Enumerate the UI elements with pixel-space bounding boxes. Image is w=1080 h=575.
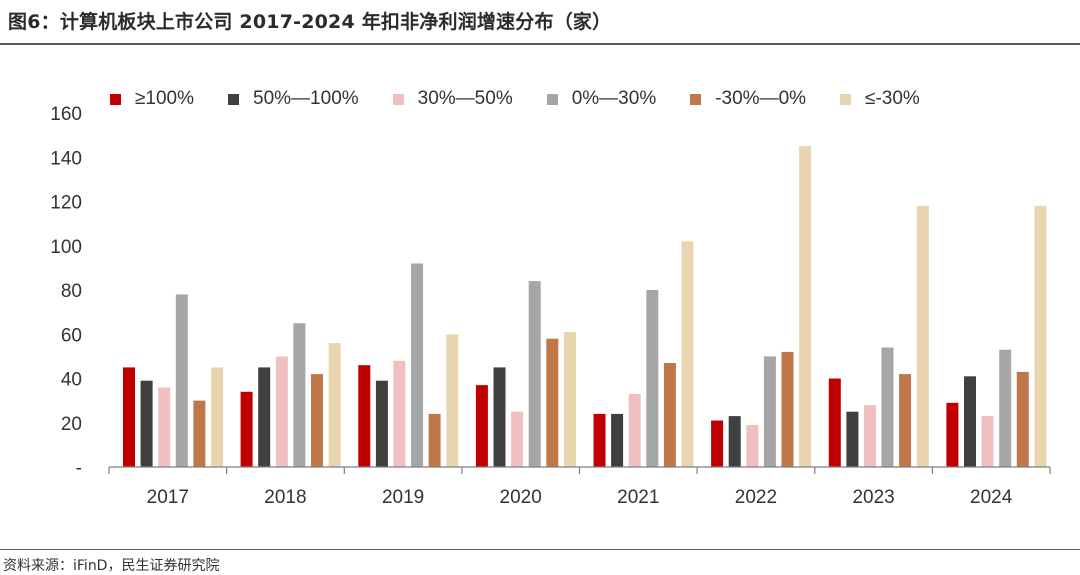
bar-2018-series-6 xyxy=(328,343,341,467)
bar-2019-series-3 xyxy=(393,360,406,467)
x-axis-ticks xyxy=(108,467,1051,474)
x-tick-label: 2018 xyxy=(264,487,306,508)
bar-2020-series-2 xyxy=(493,367,506,467)
y-axis-labels: - 20 40 60 80 100 120 140 160 xyxy=(50,104,82,479)
footer-divider xyxy=(0,549,1080,550)
bar-2020-series-6 xyxy=(563,332,576,467)
x-tick-label: 2023 xyxy=(852,487,894,508)
x-tick-label: 2020 xyxy=(500,487,542,508)
bar-2020-series-4 xyxy=(528,281,541,467)
legend-label: ≥100% xyxy=(135,88,195,109)
y-tick-label: 100 xyxy=(50,237,82,258)
bar-2019-series-6 xyxy=(446,334,459,468)
bar-2023-series-2 xyxy=(846,411,859,467)
bar-2023-series-5 xyxy=(899,374,912,467)
bar-2017-series-5 xyxy=(193,400,206,467)
bar-2022-series-2 xyxy=(728,416,741,467)
bar-2018-series-3 xyxy=(275,356,288,467)
bar-2024-series-6 xyxy=(1034,205,1047,467)
bar-2017-series-3 xyxy=(158,387,171,467)
bar-2019-series-5 xyxy=(428,413,441,467)
legend-label: 30%—50% xyxy=(417,88,513,109)
y-tick-label: - xyxy=(76,458,82,479)
bar-2018-series-1 xyxy=(240,391,253,467)
source-note: 资料来源：iFinD，民生证券研究院 xyxy=(3,558,220,574)
x-tick-label: 2021 xyxy=(617,487,659,508)
bar-2020-series-5 xyxy=(546,338,559,467)
legend-item: 30%—50% xyxy=(392,88,513,110)
x-tick-label: 2024 xyxy=(970,487,1013,508)
y-tick-label: 140 xyxy=(50,148,82,169)
y-tick-label: 40 xyxy=(61,370,82,391)
legend-label: -30%—0% xyxy=(715,88,807,109)
legend-item: ≥100% xyxy=(110,88,194,110)
title-divider xyxy=(0,43,1080,45)
bar-2024-series-1 xyxy=(946,402,959,467)
bar-2019-series-1 xyxy=(358,365,371,467)
x-axis-labels: 2017 2018 2019 2020 2021 2022 2023 2024 xyxy=(147,487,1013,508)
y-tick-label: 20 xyxy=(61,414,82,435)
legend-item: 0%—30% xyxy=(546,88,657,110)
bar-2022-series-5 xyxy=(781,351,794,467)
bar-2021-series-4 xyxy=(646,290,659,467)
y-tick-label: 80 xyxy=(61,281,82,302)
legend-item: ≤-30% xyxy=(840,88,920,110)
bar-2019-series-4 xyxy=(411,263,424,467)
bar-2021-series-2 xyxy=(611,413,624,467)
bar-2018-series-5 xyxy=(311,374,323,467)
bar-2022-series-4 xyxy=(763,356,776,467)
bar-2023-series-4 xyxy=(881,347,894,467)
bar-2017-series-2 xyxy=(140,380,153,467)
bar-2019-series-2 xyxy=(375,380,388,467)
bar-2022-series-1 xyxy=(711,420,724,467)
bar-2022-series-3 xyxy=(746,425,759,467)
legend-label: 50%—100% xyxy=(253,88,359,109)
bar-2023-series-3 xyxy=(864,405,876,467)
legend-item: -30%—0% xyxy=(690,88,806,110)
bar-2017-series-1 xyxy=(123,367,135,467)
legend-swatch xyxy=(546,93,558,105)
bar-2024-series-5 xyxy=(1016,371,1029,467)
y-tick-label: 160 xyxy=(50,104,82,125)
bar-2023-series-6 xyxy=(916,205,929,467)
bar-2024-series-2 xyxy=(964,376,976,467)
x-tick-label: 2022 xyxy=(735,487,777,508)
bar-2022-series-6 xyxy=(799,146,812,467)
bar-2021-series-5 xyxy=(663,363,676,467)
bar-2018-series-2 xyxy=(258,367,271,467)
legend-swatch xyxy=(110,93,121,105)
bar-2020-series-3 xyxy=(511,411,524,467)
bar-2024-series-4 xyxy=(999,349,1012,467)
bar-2017-series-4 xyxy=(175,294,188,467)
legend-item: 50%—100% xyxy=(228,88,359,110)
legend-swatch xyxy=(228,93,240,105)
legend-swatch xyxy=(392,93,404,105)
legend-swatch xyxy=(690,93,702,105)
legend-label: 0%—30% xyxy=(571,88,657,109)
bars xyxy=(123,146,1047,468)
bar-2024-series-3 xyxy=(981,416,994,467)
x-tick-label: 2019 xyxy=(382,487,424,508)
bar-2020-series-1 xyxy=(475,385,488,467)
bar-2018-series-4 xyxy=(293,323,306,467)
x-tick-label: 2017 xyxy=(147,487,189,508)
bar-2023-series-1 xyxy=(828,378,841,467)
bar-2021-series-3 xyxy=(628,394,641,467)
y-tick-label: 120 xyxy=(50,193,82,214)
bar-2021-series-1 xyxy=(593,413,606,467)
chart-title: 图6：计算机板块上市公司 2017-2024 年扣非净利润增速分布（家） xyxy=(8,11,612,33)
bar-2017-series-6 xyxy=(211,367,223,467)
y-tick-label: 60 xyxy=(61,325,82,346)
chart-legend: ≥100% 50%—100% 30%—50% 0%—30% -30%—0% ≤-30% xyxy=(110,87,954,111)
legend-swatch xyxy=(840,93,852,105)
legend-label: ≤-30% xyxy=(865,88,920,109)
bar-2021-series-6 xyxy=(681,241,694,467)
